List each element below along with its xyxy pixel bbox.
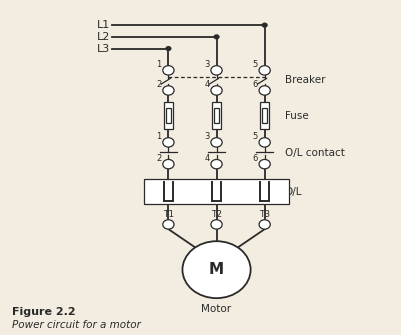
Circle shape: [163, 86, 174, 95]
Text: O/L contact: O/L contact: [285, 148, 344, 158]
Text: Fuse: Fuse: [285, 111, 308, 121]
Text: T3: T3: [259, 210, 270, 219]
Text: O/L: O/L: [285, 187, 302, 197]
Circle shape: [259, 66, 270, 75]
Circle shape: [165, 46, 172, 51]
Text: 1: 1: [156, 132, 162, 141]
Text: Breaker: Breaker: [285, 75, 325, 85]
Circle shape: [211, 66, 222, 75]
Text: 3: 3: [205, 132, 210, 141]
Text: Motor: Motor: [201, 304, 232, 314]
Text: 1: 1: [156, 60, 162, 69]
Circle shape: [163, 220, 174, 229]
Circle shape: [211, 86, 222, 95]
Text: 4: 4: [205, 80, 210, 89]
Circle shape: [163, 138, 174, 147]
Circle shape: [163, 159, 174, 169]
Text: 3: 3: [205, 60, 210, 69]
Text: 2: 2: [156, 154, 162, 163]
Circle shape: [182, 241, 251, 298]
Text: 5: 5: [253, 132, 258, 141]
Text: L1: L1: [97, 20, 110, 30]
Circle shape: [259, 220, 270, 229]
FancyBboxPatch shape: [164, 102, 173, 129]
Text: L2: L2: [97, 32, 110, 42]
FancyBboxPatch shape: [166, 108, 170, 123]
Circle shape: [213, 34, 220, 40]
Text: L3: L3: [97, 44, 110, 54]
FancyBboxPatch shape: [263, 108, 267, 123]
Circle shape: [163, 66, 174, 75]
Text: 5: 5: [253, 60, 258, 69]
Text: 6: 6: [253, 154, 258, 163]
Circle shape: [259, 86, 270, 95]
Circle shape: [211, 138, 222, 147]
Text: Power circuit for a motor: Power circuit for a motor: [12, 320, 141, 330]
Text: 2: 2: [156, 80, 162, 89]
FancyBboxPatch shape: [215, 108, 219, 123]
FancyBboxPatch shape: [212, 102, 221, 129]
Circle shape: [259, 159, 270, 169]
FancyBboxPatch shape: [144, 179, 289, 204]
Circle shape: [261, 22, 268, 28]
Text: Figure 2.2: Figure 2.2: [12, 307, 76, 317]
Text: 6: 6: [253, 80, 258, 89]
Text: T2: T2: [211, 210, 222, 219]
Text: 4: 4: [205, 154, 210, 163]
Text: T1: T1: [163, 210, 174, 219]
Circle shape: [211, 159, 222, 169]
Circle shape: [259, 138, 270, 147]
Text: M: M: [209, 262, 224, 277]
Circle shape: [211, 220, 222, 229]
FancyBboxPatch shape: [260, 102, 269, 129]
